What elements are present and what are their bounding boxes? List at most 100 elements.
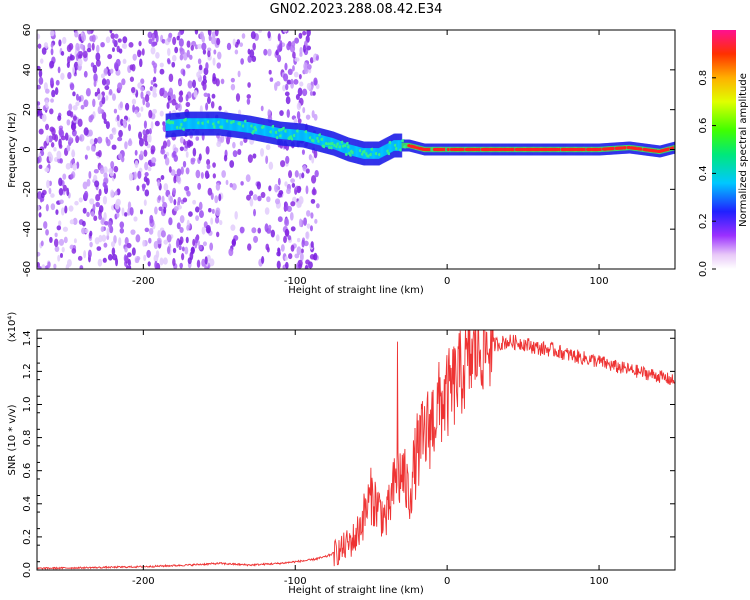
noise-mark (41, 113, 47, 122)
noise-mark (285, 96, 291, 105)
noise-mark (134, 149, 138, 156)
noise-mark (293, 118, 298, 124)
noise-mark (162, 201, 168, 209)
noise-mark (105, 36, 111, 44)
noise-mark (306, 223, 311, 229)
noise-mark (68, 103, 73, 112)
noise-mark (304, 264, 309, 269)
ridge-mid (209, 118, 211, 129)
ridge-mid (384, 144, 387, 156)
noise-mark (245, 174, 251, 183)
noise-mark (190, 44, 194, 51)
ridge-mid (368, 148, 371, 159)
bottom-y-tick-label: 1.2 (22, 363, 33, 379)
ridge-mid (305, 131, 308, 142)
snr-series-line (37, 330, 675, 570)
noise-mark (111, 127, 117, 135)
ridge-mid (246, 121, 249, 133)
noise-mark (68, 205, 74, 212)
ridge-mid (297, 129, 300, 141)
noise-mark (301, 149, 305, 155)
ridge-mid (184, 118, 187, 130)
noise-mark (97, 93, 103, 100)
noise-mark (72, 217, 78, 226)
noise-mark (126, 242, 132, 249)
noise-mark (112, 254, 118, 261)
noise-mark (302, 44, 306, 53)
noise-mark (293, 71, 299, 78)
noise-mark (173, 175, 177, 184)
noise-mark (216, 141, 222, 148)
noise-mark (75, 101, 80, 107)
noise-mark (172, 36, 177, 46)
noise-mark (286, 188, 291, 195)
noise-mark (124, 237, 129, 245)
top-y-tick-label: -40 (22, 221, 33, 237)
noise-mark (59, 252, 63, 258)
noise-mark (82, 50, 88, 59)
noise-mark (253, 208, 256, 217)
noise-mark (100, 41, 105, 48)
noise-mark (215, 182, 221, 191)
ridge-mid (385, 144, 388, 155)
noise-mark (284, 62, 288, 71)
noise-mark (313, 149, 318, 159)
noise-mark (108, 89, 113, 96)
noise-mark (117, 136, 123, 142)
noise-mark (293, 78, 299, 85)
noise-mark (104, 85, 110, 91)
noise-mark (199, 105, 203, 114)
noise-mark (62, 36, 67, 45)
noise-mark (75, 93, 79, 101)
noise-mark (59, 129, 65, 138)
noise-mark (172, 247, 177, 254)
ridge-mid (299, 129, 302, 141)
noise-mark (305, 168, 310, 174)
noise-mark (87, 249, 92, 259)
noise-mark (142, 239, 146, 247)
noise-mark (194, 30, 199, 35)
noise-mark (100, 73, 105, 79)
ridge-mid (301, 130, 304, 141)
noise-mark (131, 247, 136, 256)
noise-mark (124, 212, 128, 217)
noise-mark (89, 138, 95, 145)
bottom-x-tick-label: 100 (590, 576, 609, 587)
ridge-mid (210, 118, 212, 129)
noise-mark (120, 118, 124, 126)
noise-mark (161, 195, 165, 204)
top-y-tick-label: 0 (22, 146, 33, 152)
noise-mark (50, 142, 55, 148)
ridge-mid (261, 124, 263, 136)
ridge-mid (263, 125, 266, 136)
noise-mark (160, 148, 166, 155)
noise-mark (256, 181, 261, 190)
noise-mark (155, 34, 159, 43)
ridge-mid (400, 140, 403, 151)
noise-mark (172, 150, 177, 158)
noise-mark (53, 238, 59, 248)
noise-mark (83, 99, 89, 108)
bottom-y-tick-label: 0.4 (22, 496, 33, 512)
noise-mark (156, 237, 162, 245)
noise-mark (60, 207, 65, 216)
ridge-mid (295, 129, 297, 141)
noise-mark (162, 140, 167, 149)
noise-mark (250, 31, 256, 40)
noise-mark (304, 67, 309, 75)
noise-mark (289, 211, 294, 221)
noise-mark (310, 212, 314, 219)
ridge-mid (240, 121, 242, 132)
noise-mark (37, 157, 40, 164)
noise-mark (151, 33, 155, 42)
noise-mark (207, 187, 213, 196)
noise-mark (101, 78, 107, 86)
noise-mark (210, 36, 216, 45)
noise-mark (246, 194, 252, 201)
noise-mark (236, 39, 241, 45)
noise-mark (64, 132, 69, 141)
noise-mark (247, 243, 252, 251)
noise-mark (257, 195, 262, 202)
noise-mark (83, 70, 88, 78)
noise-mark (109, 30, 113, 34)
